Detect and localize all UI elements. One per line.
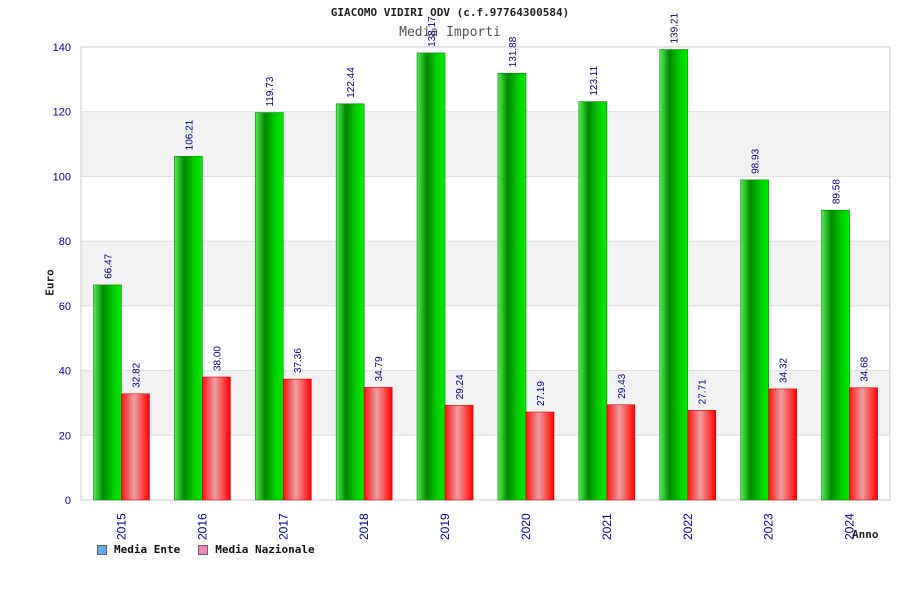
bar-media-ente — [578, 101, 608, 501]
data-label-media-nazionale: 27.19 — [536, 381, 547, 406]
y-tick-label: 60 — [59, 301, 71, 313]
y-tick-label: 100 — [53, 171, 71, 183]
legend-label-media-ente: Media Ente — [114, 543, 181, 556]
data-label-media-ente: 139.21 — [670, 13, 681, 44]
bar-media-nazionale — [444, 405, 474, 501]
bar-media-nazionale — [282, 378, 312, 501]
bar-media-ente — [740, 179, 769, 501]
legend: Media Ente Media Nazionale — [97, 543, 315, 556]
x-tick-label: 2024 — [843, 513, 857, 540]
bar-media-nazionale — [121, 393, 150, 501]
data-label-media-nazionale: 29.43 — [617, 373, 628, 398]
x-tick-label: 2016 — [195, 513, 209, 540]
data-label-media-ente: 66.47 — [103, 253, 114, 278]
bar-media-nazionale — [606, 404, 636, 501]
plot-border — [80, 46, 891, 501]
data-label-media-ente: 119.73 — [265, 76, 276, 106]
bar-media-ente — [335, 103, 365, 501]
bars-group: 66.47 32.82 106.21 38.00 119.73 37.36 122.44 34… — [93, 13, 878, 501]
y-tick-label: 40 — [59, 366, 71, 378]
y-axis-ticks: 0 20 40 60 80 100 120 140 — [53, 42, 71, 507]
bar-media-ente — [174, 156, 203, 501]
x-tick-label: 2019 — [438, 513, 452, 540]
data-label-media-nazionale: 38.00 — [212, 346, 223, 371]
legend-swatch-media-nazionale — [198, 544, 209, 555]
x-axis-ticks: 2015 2016 2017 2018 2019 2020 2021 2022 2023 2024 — [114, 513, 856, 540]
grid-band — [81, 47, 890, 112]
x-tick-label: 2018 — [357, 513, 371, 540]
bar-media-ente — [497, 72, 527, 501]
y-tick-label: 120 — [53, 107, 71, 119]
data-label-media-ente: 122.44 — [346, 67, 357, 98]
data-label-media-nazionale: 34.68 — [860, 356, 871, 381]
data-label-media-ente: 131.88 — [508, 36, 519, 67]
data-label-media-ente: 98.93 — [751, 148, 762, 173]
data-label-media-nazionale: 27.71 — [698, 379, 709, 404]
grid-band — [81, 111, 890, 177]
y-tick-label: 20 — [59, 430, 71, 442]
y-tick-label: 80 — [59, 236, 71, 248]
bar-media-nazionale — [849, 387, 878, 501]
bar-media-nazionale — [687, 410, 717, 501]
bar-media-ente — [416, 52, 446, 501]
x-axis-label: Anno — [852, 528, 879, 541]
y-tick-label: 140 — [53, 42, 71, 54]
x-tick-label: 2015 — [114, 513, 128, 540]
data-label-media-nazionale: 34.79 — [374, 356, 385, 381]
bar-media-nazionale — [525, 411, 555, 501]
legend-swatch-media-ente — [97, 544, 107, 555]
bar-media-ente — [93, 284, 122, 501]
plot-frame — [80, 46, 891, 501]
data-label-media-ente: 106.21 — [184, 119, 195, 150]
bar-media-nazionale — [202, 376, 231, 501]
x-tick-label: 2020 — [519, 513, 533, 540]
data-label-media-nazionale: 29.24 — [455, 374, 466, 399]
x-tick-label: 2021 — [600, 513, 614, 540]
x-tick-label: 2023 — [762, 513, 776, 540]
bar-media-ente — [254, 112, 284, 501]
data-label-media-nazionale: 34.32 — [779, 357, 790, 382]
legend-item-media-nazionale: Media Nazionale — [198, 543, 315, 556]
legend-label-media-nazionale: Media Nazionale — [215, 543, 315, 556]
bar-media-nazionale — [363, 387, 393, 501]
data-label-media-ente: 89.58 — [832, 179, 843, 204]
x-tick-label: 2022 — [681, 513, 695, 540]
legend-item-media-ente: Media Ente — [97, 543, 180, 556]
data-label-media-ente: 138.17 — [427, 16, 438, 47]
x-tick-label: 2017 — [276, 513, 290, 540]
data-label-media-nazionale: 37.36 — [293, 348, 304, 373]
chart-title: GIACOMO VIDIRI ODV (c.f.97764300584) — [330, 6, 570, 19]
bar-media-nazionale — [768, 388, 797, 501]
data-label-media-nazionale: 32.82 — [131, 362, 142, 387]
y-tick-label: 0 — [65, 495, 71, 507]
bar-media-ente — [821, 209, 850, 501]
data-label-media-ente: 123.11 — [589, 65, 600, 95]
chart-subtitle: Media Importi — [399, 25, 501, 40]
bar-media-ente — [659, 49, 689, 501]
